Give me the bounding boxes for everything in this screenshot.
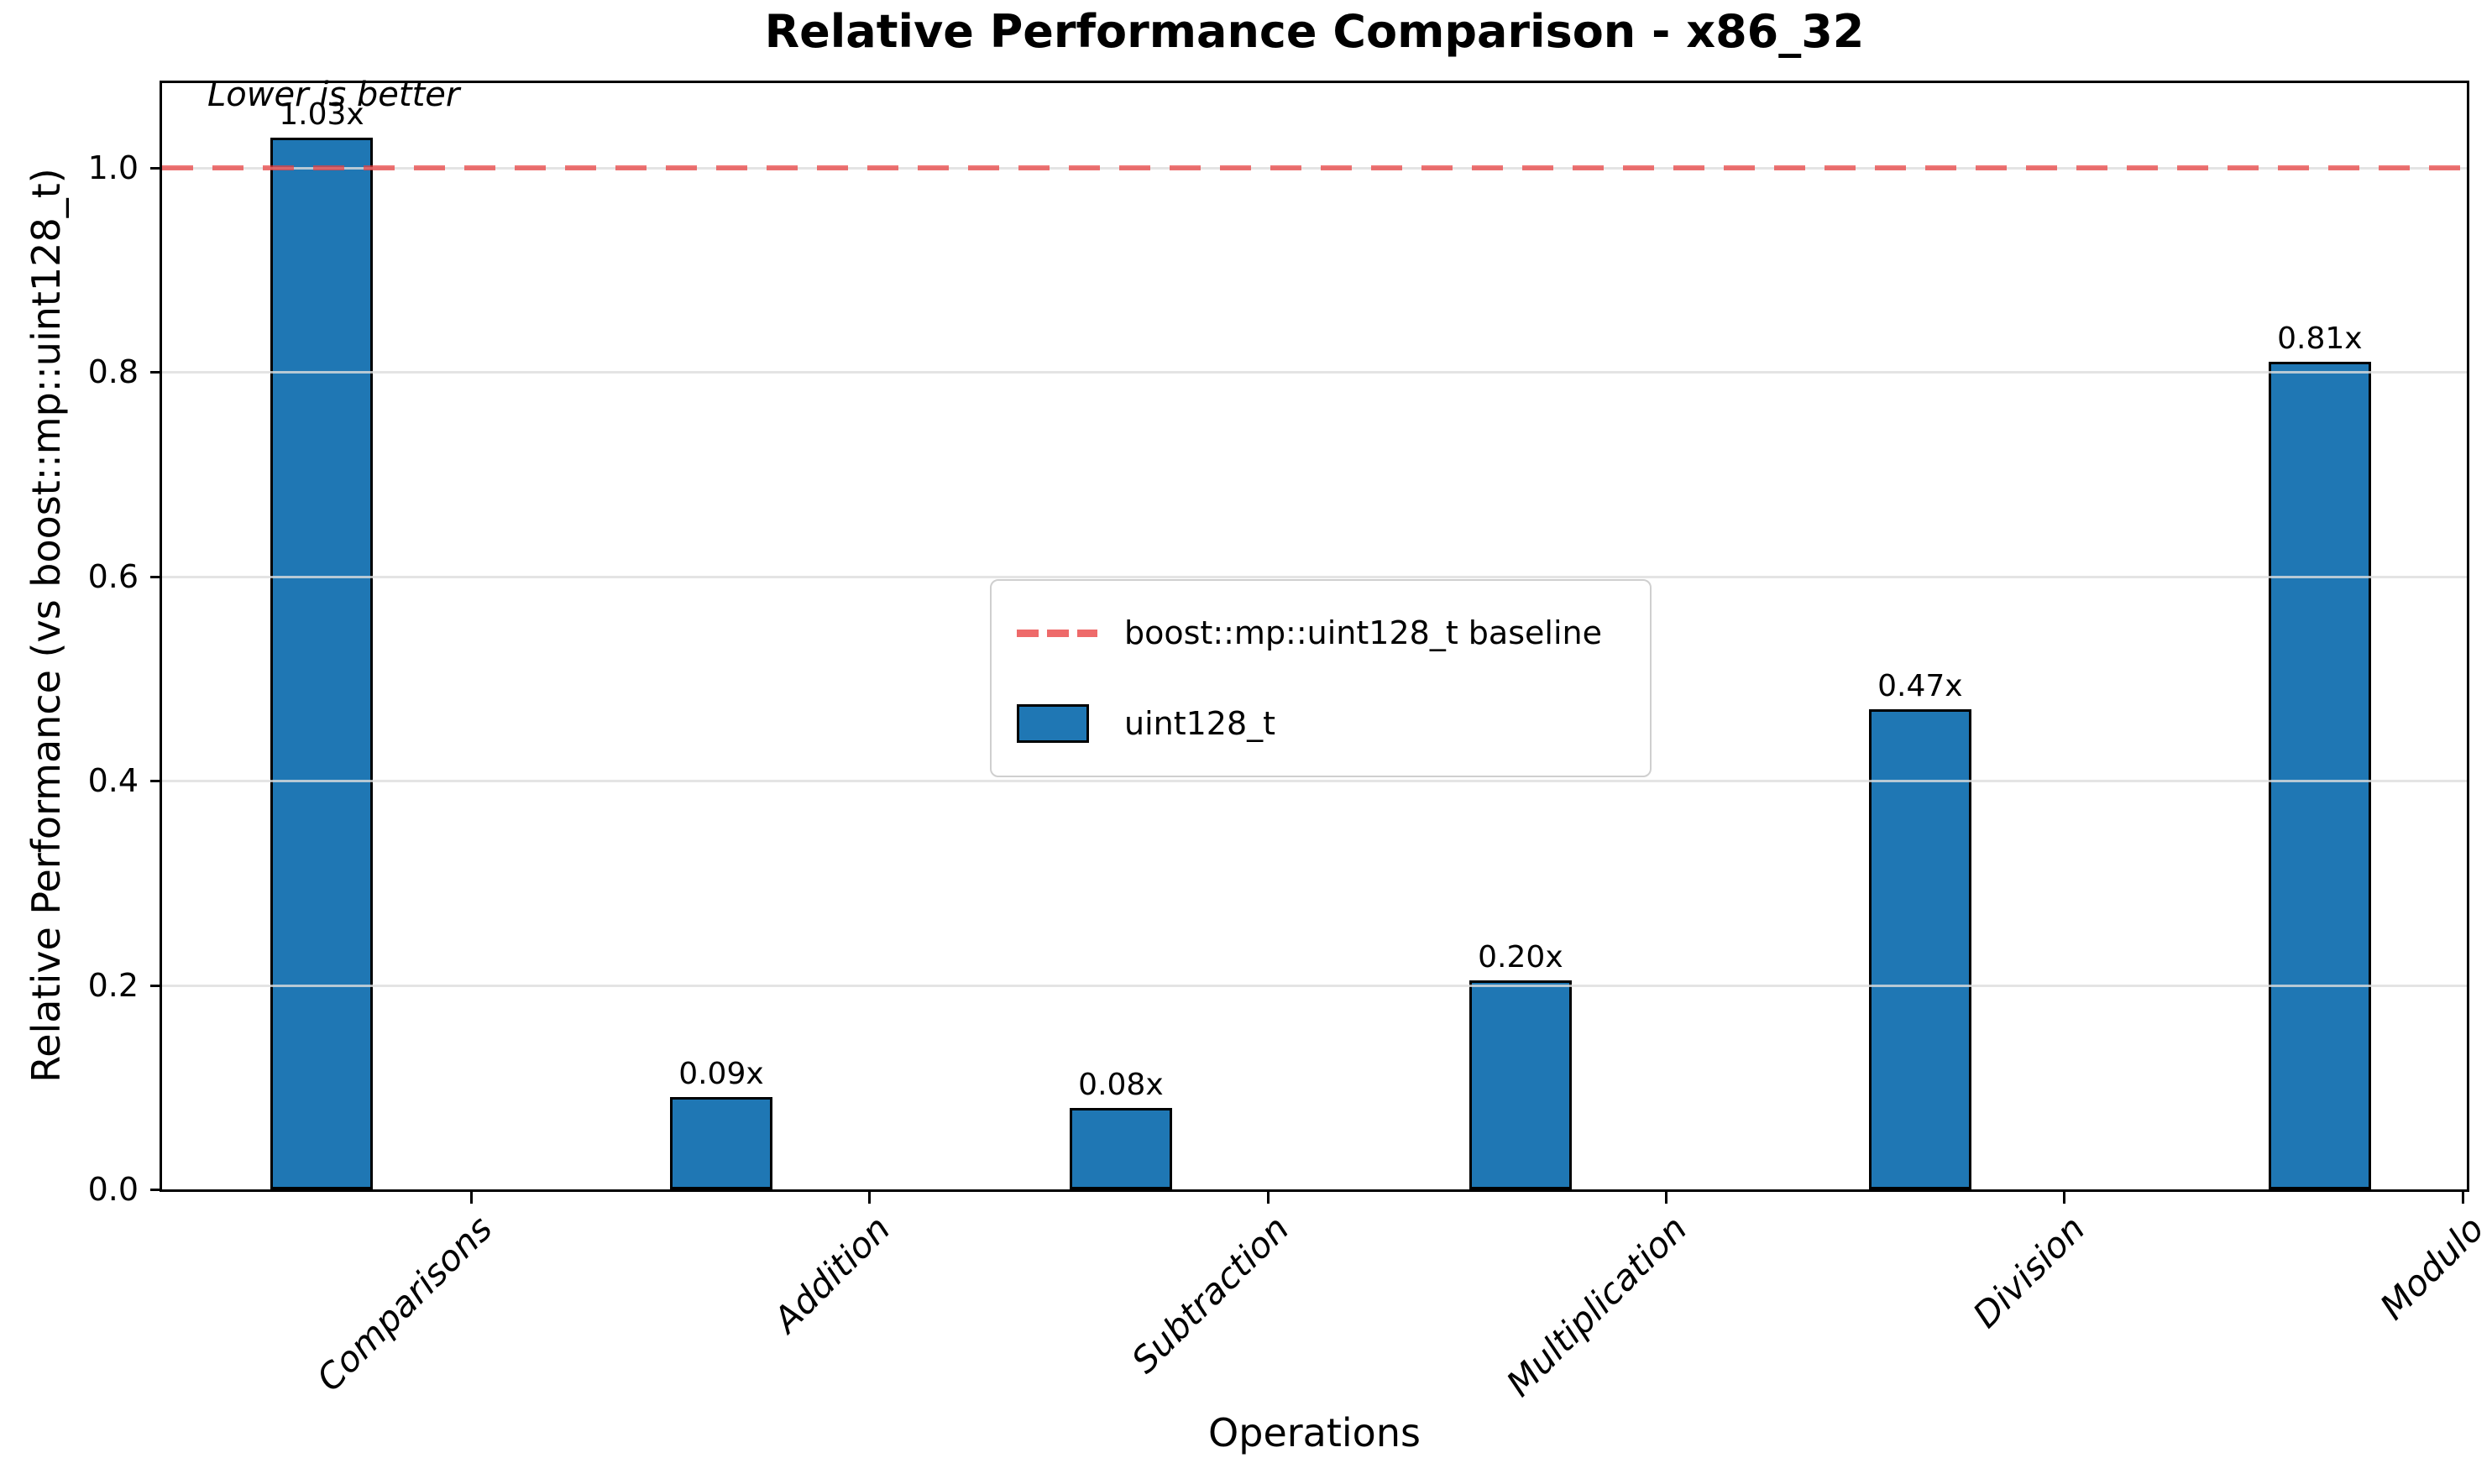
baseline-dashed-line: [162, 165, 2467, 170]
bar-value-label: 0.20x: [1478, 939, 1563, 975]
gridline-y-0.4: [162, 780, 2467, 783]
y-tick-mark: [150, 984, 162, 987]
legend-series-label: uint128_t: [1124, 705, 1276, 742]
y-tick-mark: [150, 780, 162, 783]
x-tick-mark: [470, 1192, 474, 1204]
gridline-y-0.2: [162, 984, 2467, 987]
legend-swatch-cell: [1017, 704, 1101, 743]
bar-addition: [669, 1097, 772, 1189]
y-tick-label: 0.2: [87, 966, 139, 1004]
chart-title: Relative Performance Comparison - x86_32: [764, 5, 1865, 58]
bar-subtraction: [1069, 1107, 1172, 1189]
y-tick-label: 0.4: [87, 762, 139, 800]
y-axis-label: Relative Performance (vs boost::mp::uint…: [24, 168, 69, 1083]
bar-value-label: 0.08x: [1078, 1067, 1164, 1102]
legend-baseline-label: boost::mp::uint128_t baseline: [1124, 614, 1602, 651]
legend-swatch-cell: [1017, 629, 1101, 637]
plot-frame: [160, 81, 2469, 1192]
legend: boost::mp::uint128_t baseline uint128_t: [990, 579, 1652, 777]
x-tick-mark: [2461, 1192, 2464, 1204]
bar-comparisons: [270, 137, 373, 1189]
baseline-dash-swatch: [1017, 629, 1097, 637]
series-bar-swatch: [1017, 704, 1089, 743]
bar-value-label: 0.09x: [678, 1057, 764, 1092]
x-tick-mark: [2063, 1192, 2066, 1204]
x-tick-mark: [1266, 1192, 1270, 1204]
gridline-y-0.8: [162, 371, 2467, 374]
legend-entry-baseline: boost::mp::uint128_t baseline: [1017, 603, 1625, 663]
legend-entry-series: uint128_t: [1017, 693, 1625, 754]
y-tick-mark: [150, 575, 162, 578]
y-tick-label: 0.0: [87, 1171, 139, 1208]
y-tick-mark: [150, 1189, 162, 1191]
x-tick-mark: [1665, 1192, 1668, 1204]
bar-modulo: [2268, 362, 2371, 1189]
plot-area: [162, 83, 2467, 1189]
y-tick-label: 0.8: [87, 353, 139, 391]
gridline-y-0.6: [162, 575, 2467, 578]
y-tick-label: 1.0: [87, 149, 139, 186]
y-tick-mark: [150, 167, 162, 170]
y-tick-mark: [150, 371, 162, 374]
x-tick-mark: [868, 1192, 872, 1204]
bar-value-label: 1.03x: [279, 97, 364, 132]
bar-multiplication: [1468, 980, 1572, 1189]
bar-value-label: 0.81x: [2277, 321, 2363, 357]
x-axis-label: Operations: [1208, 1410, 1421, 1455]
bar-value-label: 0.47x: [1877, 669, 1963, 703]
bar-division: [1868, 709, 1971, 1189]
y-tick-label: 0.6: [87, 557, 139, 595]
